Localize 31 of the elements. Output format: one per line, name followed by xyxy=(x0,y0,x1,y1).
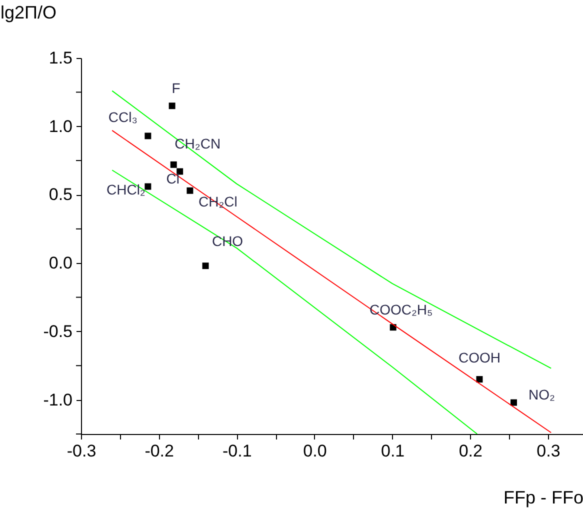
point xyxy=(186,187,194,194)
annotation: F xyxy=(172,80,180,96)
x-tick-label: -0.1 xyxy=(222,442,252,460)
y-tick-label: 0.5 xyxy=(48,185,72,204)
y-axis-title: lg2П/О xyxy=(0,2,56,22)
annotation: NO₂ xyxy=(528,386,555,403)
x-tick-label: 0.3 xyxy=(536,442,560,460)
x-tick-label: 0.2 xyxy=(458,442,482,460)
point xyxy=(510,399,517,406)
point xyxy=(168,102,176,110)
y-tick-label: 1.0 xyxy=(48,116,72,136)
x-tick-label: -0.2 xyxy=(144,442,174,460)
annotation: COOH xyxy=(458,349,500,366)
point xyxy=(170,161,177,168)
point xyxy=(476,376,483,383)
y-tick-label: 0.0 xyxy=(48,254,72,273)
y-tick-label: 1.5 xyxy=(48,48,72,68)
x-tick-label: 0.0 xyxy=(303,442,327,460)
annotation: CCl₃ xyxy=(108,108,138,125)
y-tick-label: -0.5 xyxy=(43,322,72,341)
annotation: COOC₂H₅ xyxy=(370,301,433,318)
point xyxy=(176,168,184,175)
y-tick-label: -1.0 xyxy=(43,390,72,410)
x-tick-label: 0.1 xyxy=(381,442,405,460)
point xyxy=(144,183,152,190)
point xyxy=(144,132,152,140)
x-axis-title: FFp - FFo xyxy=(504,488,583,508)
x-tick-label: -0.3 xyxy=(66,442,96,460)
annotation: CHCl₂ xyxy=(106,182,146,198)
point xyxy=(202,262,209,270)
annotation: Cl xyxy=(166,170,180,186)
